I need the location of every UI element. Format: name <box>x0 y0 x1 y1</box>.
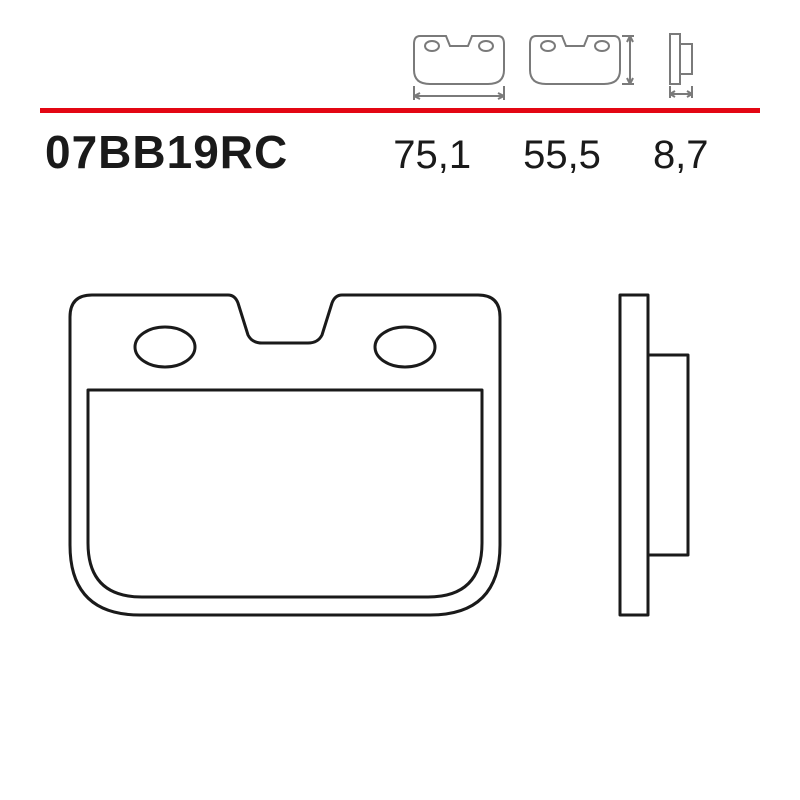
technical-drawing <box>60 235 760 755</box>
divider-line <box>40 108 760 113</box>
thickness-icon <box>654 30 710 102</box>
dim-width: 75,1 <box>393 133 471 178</box>
spec-sheet: 07BB19RC 75,1 55,5 8,7 <box>0 0 800 800</box>
width-icon <box>410 30 508 102</box>
dim-height: 55,5 <box>523 133 601 178</box>
part-number: 07BB19RC <box>45 125 288 179</box>
front-view <box>70 295 500 615</box>
height-icon <box>526 30 636 102</box>
dim-thickness: 8,7 <box>653 133 709 178</box>
side-view <box>620 295 688 615</box>
dimensions-values: 75,1 55,5 8,7 <box>393 133 708 178</box>
dimension-icons-row <box>410 30 710 102</box>
spec-row: 07BB19RC 75,1 55,5 8,7 <box>45 125 760 179</box>
